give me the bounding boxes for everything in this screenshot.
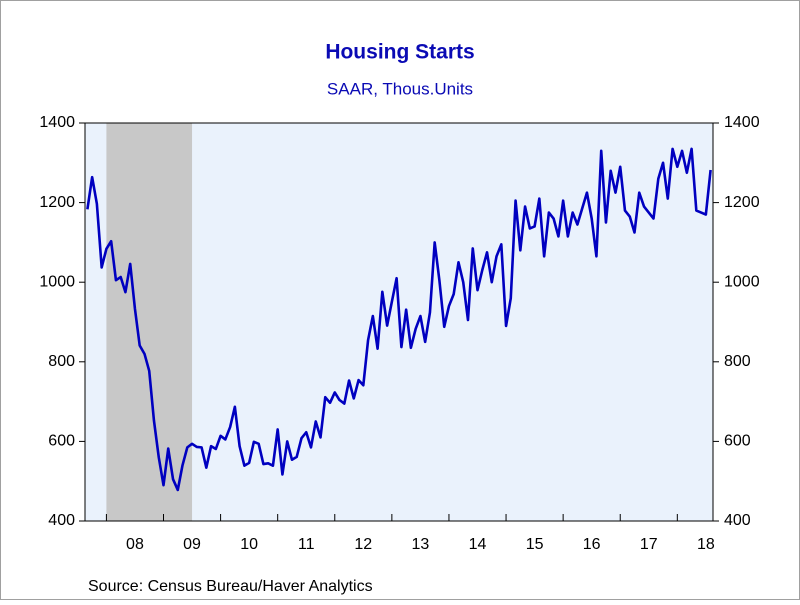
y2-tick-label: 1400	[724, 114, 760, 131]
chart-title: Housing Starts	[325, 41, 474, 64]
source-note: Source: Census Bureau/Haver Analytics	[88, 578, 373, 595]
x-tick-label: 09	[183, 536, 201, 553]
x-tick-label: 10	[240, 536, 258, 553]
y2-tick-label: 1000	[724, 273, 760, 290]
x-tick-label: 08	[126, 536, 144, 553]
x-tick-label: 16	[583, 536, 601, 553]
x-tick-label: 11	[298, 536, 315, 553]
recession-shade	[106, 123, 193, 521]
plot-border	[84, 122, 714, 522]
y-tick-label: 1000	[39, 273, 75, 290]
y2-tick-label: 800	[724, 353, 751, 370]
y2-tick-label: 400	[724, 512, 751, 529]
y-tick-label: 600	[48, 433, 75, 450]
y-tick-label: 1200	[39, 194, 75, 211]
x-tick-label: 15	[526, 536, 544, 553]
x-tick-label: 13	[412, 536, 430, 553]
y-tick-label: 800	[48, 353, 75, 370]
y-tick-label: 400	[48, 512, 75, 529]
x-tick-label: 17	[640, 536, 658, 553]
chart-subtitle: SAAR, Thous.Units	[327, 79, 473, 98]
y-tick-label: 1400	[39, 114, 75, 131]
y2-tick-label: 1200	[724, 194, 760, 211]
x-tick-label: 14	[469, 536, 487, 553]
x-tick-label: 12	[354, 536, 372, 553]
x-tick-label: 18	[697, 536, 715, 553]
y2-tick-label: 600	[724, 433, 751, 450]
series-line	[86, 147, 712, 492]
